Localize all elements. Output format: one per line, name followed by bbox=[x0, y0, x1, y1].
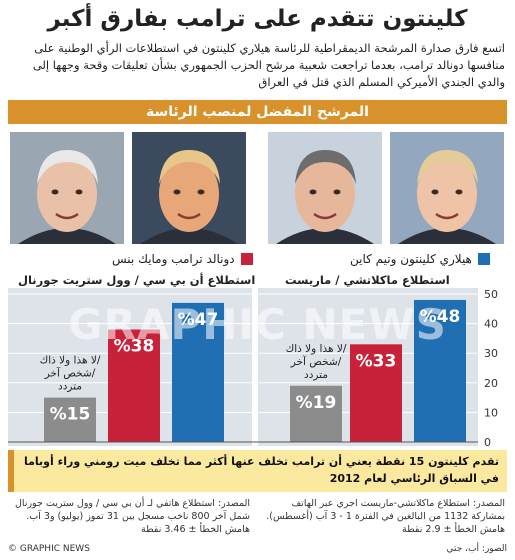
portrait-clinton bbox=[390, 132, 504, 244]
left-other-label: لا هذا ولا ذاك/ bbox=[40, 355, 101, 367]
eye-icon bbox=[51, 189, 59, 195]
poll-label-right: استطلاع ماكلاتشي / ماريست bbox=[285, 273, 450, 287]
y-tick-label: 20 bbox=[484, 377, 498, 390]
hair-shape bbox=[159, 150, 220, 184]
mouth-shape bbox=[435, 212, 459, 220]
mike-pence-photo bbox=[10, 132, 124, 244]
right-other-label: لا هذا ولا ذاك/ bbox=[286, 343, 347, 355]
tim-kaine-photo bbox=[268, 132, 382, 244]
eye-icon bbox=[455, 189, 463, 195]
left-value-label: %47 bbox=[178, 310, 219, 330]
footer-credit: © GRAPHIC NEWS bbox=[8, 544, 90, 554]
y-tick-label: 0 bbox=[484, 436, 491, 449]
legend-swatch-democrat bbox=[477, 253, 490, 265]
y-tick-label: 40 bbox=[484, 318, 498, 331]
mouth-shape bbox=[177, 212, 201, 220]
suit-shape bbox=[18, 228, 116, 244]
hair-shape bbox=[37, 150, 98, 184]
legend-label-republican: دونالد ترامب ومايك بنس bbox=[112, 252, 235, 266]
legend-republican: دونالد ترامب ومايك بنس bbox=[112, 250, 253, 268]
legend-swatch-republican bbox=[240, 253, 253, 265]
source-left: المصدر: استطلاع هاتفي لـ أن بي سي / وول … bbox=[15, 498, 250, 535]
right-value-label: %33 bbox=[356, 351, 397, 371]
left-value-label: %15 bbox=[50, 405, 91, 425]
hair-shape bbox=[417, 150, 478, 184]
face-shape bbox=[159, 156, 219, 232]
portrait-trump bbox=[132, 132, 246, 244]
page-title: كلينتون تتقدم على ترامب بفارق أكبر bbox=[47, 6, 468, 32]
poll-bar-chart: 0 10 20 30 40 50 %15 %38 %47 لا هذا ولا ذاك/شخص آ… bbox=[8, 288, 498, 449]
suit-shape bbox=[140, 228, 238, 244]
suit-shape bbox=[398, 228, 496, 244]
left-other-label: شخص آخر/ bbox=[44, 367, 96, 380]
right-bar-1 bbox=[350, 344, 402, 442]
right-bar-2 bbox=[414, 299, 466, 442]
intro-text: اتسع فارق صدارة المرشحة الديمقراطية للرئ… bbox=[32, 41, 505, 89]
portrait-pence bbox=[10, 132, 124, 244]
face-shape bbox=[295, 156, 355, 232]
face-shape bbox=[417, 156, 477, 232]
eye-icon bbox=[173, 189, 181, 195]
portrait-kaine bbox=[268, 132, 382, 244]
left-other-label: متردد bbox=[58, 381, 82, 393]
suit-shape bbox=[276, 228, 374, 244]
mouth-shape bbox=[313, 212, 337, 220]
poll-label-left: استطلاع أن بي سي / وول ستريت جورنال bbox=[18, 273, 256, 287]
footer-photo-credit: الصور: أب، جتي bbox=[446, 544, 507, 554]
left-bar-1 bbox=[108, 329, 160, 442]
mouth-shape bbox=[55, 212, 79, 220]
hair-shape bbox=[295, 150, 356, 184]
face-shape bbox=[37, 156, 97, 232]
hillary-clinton-photo bbox=[390, 132, 504, 244]
eye-icon bbox=[197, 189, 205, 195]
eye-icon bbox=[333, 189, 341, 195]
callout-note: تقدم كلينتون 15 نقطة يعني أن ترامب تخلف … bbox=[8, 450, 507, 492]
left-bar-0 bbox=[44, 397, 96, 442]
eye-icon bbox=[75, 189, 83, 195]
y-tick-label: 10 bbox=[484, 406, 498, 419]
legend-label-democrat: هيلاري كلينتون وتيم كاين bbox=[350, 252, 472, 266]
left-value-label: %38 bbox=[114, 337, 155, 357]
right-other-label: متردد bbox=[304, 369, 328, 381]
source-right: المصدر: استطلاع ماكلاتشي-ماريست اجري عبر… bbox=[266, 498, 505, 535]
right-other-label: شخص آخر/ bbox=[290, 355, 342, 368]
donald-trump-photo bbox=[132, 132, 246, 244]
right-bar-0 bbox=[290, 385, 342, 442]
right-value-label: %19 bbox=[296, 393, 337, 413]
left-bar-2 bbox=[172, 302, 224, 442]
legend-democrat: هيلاري كلينتون وتيم كاين bbox=[350, 250, 490, 268]
section-banner: المرشح المفضل لمنصب الرئاسة bbox=[8, 100, 507, 124]
y-tick-label: 50 bbox=[484, 288, 498, 301]
right-value-label: %48 bbox=[420, 307, 461, 327]
y-tick-label: 30 bbox=[484, 347, 498, 360]
eye-icon bbox=[309, 189, 317, 195]
eye-icon bbox=[431, 189, 439, 195]
